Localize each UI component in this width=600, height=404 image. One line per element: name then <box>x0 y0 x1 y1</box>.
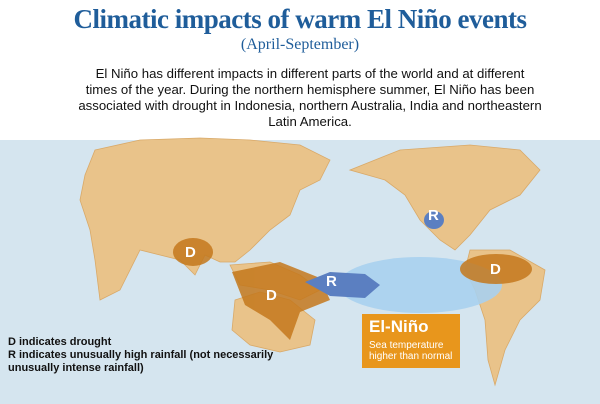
description-line: El Niño has different impacts in differe… <box>95 66 525 81</box>
map-label: D <box>490 261 501 278</box>
north-america <box>348 144 541 251</box>
el-nino-caption: Sea temperature higher than normal <box>369 340 452 362</box>
el-nino-box: El-Niño Sea temperature higher than norm… <box>362 314 460 368</box>
caption-line: Sea temperature <box>369 340 444 351</box>
subtitle: (April-September) <box>240 36 360 53</box>
el-nino-title: El-Niño <box>369 317 429 336</box>
description-line: associated with drought in Indonesia, no… <box>78 98 542 113</box>
map-label: D <box>185 244 196 261</box>
caption-line: higher than normal <box>369 351 453 362</box>
description: El Niño has different impacts in differe… <box>40 66 580 130</box>
drought-indonesia <box>232 262 330 340</box>
legend-item: R indicates unusually high rainfall (not… <box>8 349 274 374</box>
rainfall-north-america <box>424 211 444 229</box>
map-label: R <box>428 207 439 224</box>
title: Climatic impacts of warm El Niño events <box>73 4 527 34</box>
rainfall-pacific <box>305 272 380 298</box>
drought-south-america <box>460 254 532 284</box>
legend-item: D indicates drought <box>8 336 112 348</box>
legend: D indicates drought R indicates unusuall… <box>8 336 298 375</box>
description-line: times of the year. During the northern h… <box>85 82 535 97</box>
map-label: D <box>266 287 277 304</box>
eurasia <box>79 137 331 301</box>
map-label: R <box>326 273 337 290</box>
description-line: Latin America. <box>268 114 352 129</box>
drought-india <box>173 238 213 266</box>
